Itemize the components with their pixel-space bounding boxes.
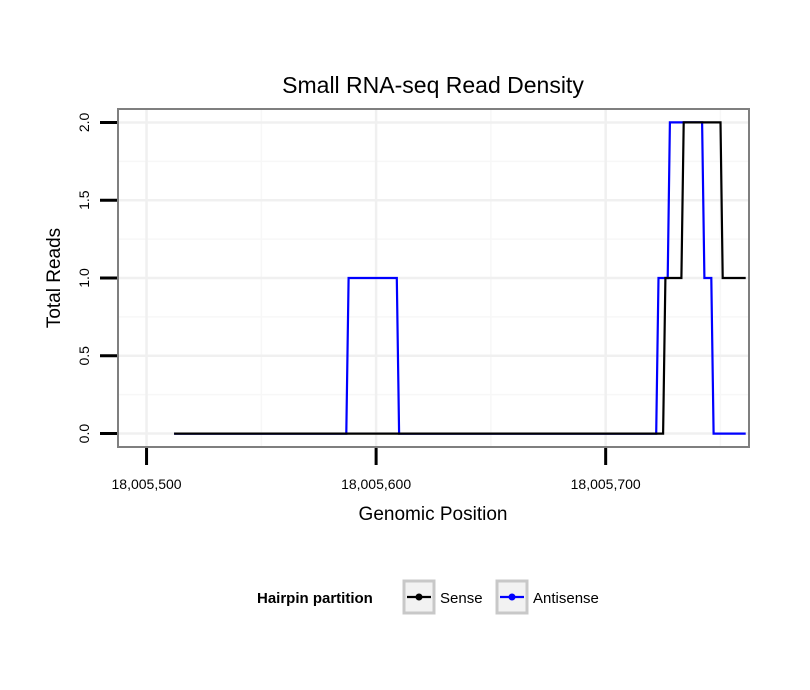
series-layer (174, 121, 746, 435)
series-line-antisense (174, 121, 746, 435)
y-tick-label: 0.5 (76, 346, 92, 366)
legend-key-point-antisense (508, 593, 516, 601)
panel-border (117, 108, 750, 448)
legend-label-sense: Sense (440, 590, 483, 607)
y-axis-title: Total Reads (44, 228, 65, 328)
series-line-sense (174, 121, 746, 435)
legend-label-antisense: Antisense (533, 590, 599, 607)
chart-title: Small RNA-seq Read Density (282, 72, 584, 98)
legend-item-antisense: Antisense (495, 579, 599, 615)
legend-key-point-sense (415, 593, 423, 601)
x-tick-label: 18,005,700 (571, 476, 641, 492)
x-axis: 18,005,500 18,005,600 18,005,700 (112, 448, 641, 492)
x-tick-label: 18,005,600 (341, 476, 411, 492)
legend-items: Sense Antisense (402, 579, 599, 615)
legend: Hairpin partition Sense Antisense (257, 579, 599, 615)
x-axis-title: Genomic Position (359, 504, 508, 525)
y-tick-label: 1.5 (76, 190, 92, 210)
grid (119, 110, 748, 446)
y-tick-label: 1.0 (76, 268, 92, 288)
x-tick-label: 18,005,500 (112, 476, 182, 492)
legend-title: Hairpin partition (257, 590, 373, 607)
y-tick-label: 2.0 (76, 112, 92, 132)
y-axis: 0.0 0.5 1.0 1.5 2.0 (76, 112, 117, 443)
legend-item-sense: Sense (402, 579, 483, 615)
y-tick-label: 0.0 (76, 424, 92, 444)
